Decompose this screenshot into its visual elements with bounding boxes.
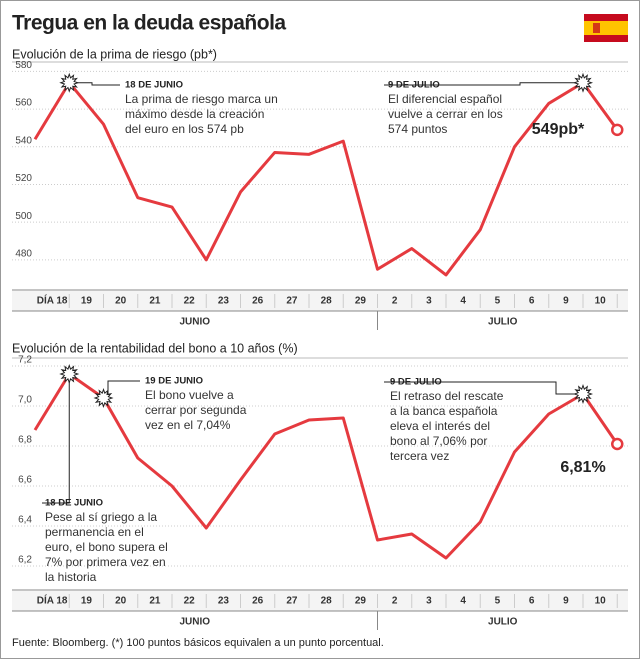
x-tick-label: 29	[355, 596, 367, 607]
annotation-text: vez en el 7,04%	[145, 418, 231, 432]
y-tick-label: 6,8	[18, 435, 32, 446]
y-tick-label: 500	[15, 211, 32, 222]
annotation-connector	[42, 374, 70, 504]
x-tick-label: 23	[218, 296, 230, 307]
y-tick-label: 580	[15, 60, 32, 71]
x-tick-label: 5	[495, 596, 501, 607]
x-tick-label: 3	[426, 596, 432, 607]
y-tick-label: 560	[15, 98, 32, 109]
x-tick-label: 28	[321, 596, 333, 607]
annotation-heading: 18 DE JUNIO	[45, 498, 103, 509]
spain-flag	[584, 14, 628, 42]
x-tick-label: 5	[495, 296, 501, 307]
y-tick-label: 540	[15, 135, 32, 146]
x-tick-label: 6	[529, 596, 535, 607]
annotation-text: 7% por primera vez en	[45, 555, 166, 569]
annotation-text: a la banca española	[390, 404, 498, 418]
x-tick-label: 23	[218, 596, 230, 607]
end-label: 6,81%	[560, 459, 605, 476]
y-tick-label: 480	[15, 248, 32, 259]
annotation-heading: 9 DE JULIO	[390, 377, 442, 388]
x-tick-label: 28	[321, 296, 333, 307]
y-tick-label: 6,6	[18, 475, 32, 486]
y-tick-label: 520	[15, 173, 32, 184]
x-tick-label: 10	[595, 296, 607, 307]
annotation-text: la historia	[45, 570, 97, 584]
annotation-text: eleva el interés del	[390, 419, 490, 433]
x-tick-label: 10	[595, 596, 607, 607]
x-tick-label: 21	[149, 296, 161, 307]
x-tick-label: 2	[392, 296, 398, 307]
annotation-heading: 9 DE JULIO	[388, 80, 440, 91]
x-tick-label: 19	[81, 596, 93, 607]
annotation-text: tercera vez	[390, 449, 449, 463]
month-label: JULIO	[488, 617, 518, 628]
x-tick-label: 20	[115, 296, 127, 307]
annotation-text: La prima de riesgo marca un	[125, 92, 278, 106]
annotation-text: permanencia en el	[45, 525, 144, 539]
category-strip	[12, 291, 628, 311]
x-tick-label: DÍA 18	[37, 294, 68, 307]
annotation-connector	[384, 82, 583, 86]
annotation-text: máximo desde la creación	[125, 107, 264, 121]
annotation-text: 574 puntos	[388, 122, 447, 136]
y-tick-label: 6,2	[18, 555, 32, 566]
x-tick-label: 19	[81, 296, 93, 307]
annotation-heading: 18 DE JUNIO	[125, 80, 183, 91]
title: Tregua en la deuda española	[12, 12, 286, 35]
y-tick-label: 7,2	[18, 355, 32, 366]
x-tick-label: 3	[426, 296, 432, 307]
annotation-connector	[69, 82, 120, 86]
x-tick-label: 27	[286, 596, 298, 607]
end-label: 549pb*	[532, 121, 585, 138]
annotation-text: euro, el bono supera el	[45, 540, 168, 554]
x-tick-label: 29	[355, 296, 367, 307]
category-strip	[12, 591, 628, 611]
annotation-connector	[384, 381, 583, 395]
peak-marker	[59, 72, 80, 93]
chart-subtitle: Evolución de la prima de riesgo (pb*)	[12, 47, 217, 61]
annotation-text: vuelve a cerrar en los	[388, 107, 503, 121]
peak-marker	[572, 72, 594, 93]
x-tick-label: 2	[392, 596, 398, 607]
x-tick-label: 27	[286, 296, 298, 307]
annotation-text: El diferencial español	[388, 92, 502, 106]
x-tick-label: 6	[529, 296, 535, 307]
annotation-text: bono al 7,06% por	[390, 434, 487, 448]
x-tick-label: 9	[563, 296, 569, 307]
annotation-text: del euro en los 574 pb	[125, 122, 244, 136]
end-marker	[611, 123, 624, 137]
month-label: JUNIO	[179, 317, 210, 328]
annotation-text: El bono vuelve a	[145, 388, 234, 402]
peak-marker	[59, 363, 80, 385]
peak-marker	[572, 383, 594, 405]
x-tick-label: 4	[460, 296, 466, 307]
source: Fuente: Bloomberg. (*) 100 puntos básico…	[12, 637, 384, 649]
data-line	[33, 372, 619, 560]
month-label: JULIO	[488, 317, 518, 328]
x-tick-label: 9	[563, 596, 569, 607]
x-tick-label: DÍA 18	[37, 594, 68, 607]
annotation-text: Pese al sí griego a la	[45, 510, 157, 524]
y-tick-label: 6,4	[18, 515, 32, 526]
x-tick-label: 20	[115, 596, 127, 607]
x-tick-label: 21	[149, 596, 161, 607]
end-marker	[611, 437, 624, 451]
x-tick-label: 26	[252, 596, 264, 607]
chart-subtitle: Evolución de la rentabilidad del bono a …	[12, 341, 298, 355]
x-tick-label: 22	[184, 296, 196, 307]
annotation-text: El retraso del rescate	[390, 389, 504, 403]
data-line	[33, 81, 619, 277]
x-tick-label: 22	[184, 596, 196, 607]
annotation-heading: 19 DE JUNIO	[145, 376, 203, 387]
x-tick-label: 26	[252, 296, 264, 307]
x-tick-label: 4	[460, 596, 466, 607]
y-tick-label: 7,0	[18, 395, 32, 406]
annotation-text: cerrar por segunda	[145, 403, 247, 417]
peak-marker	[93, 387, 114, 409]
month-label: JUNIO	[179, 617, 210, 628]
